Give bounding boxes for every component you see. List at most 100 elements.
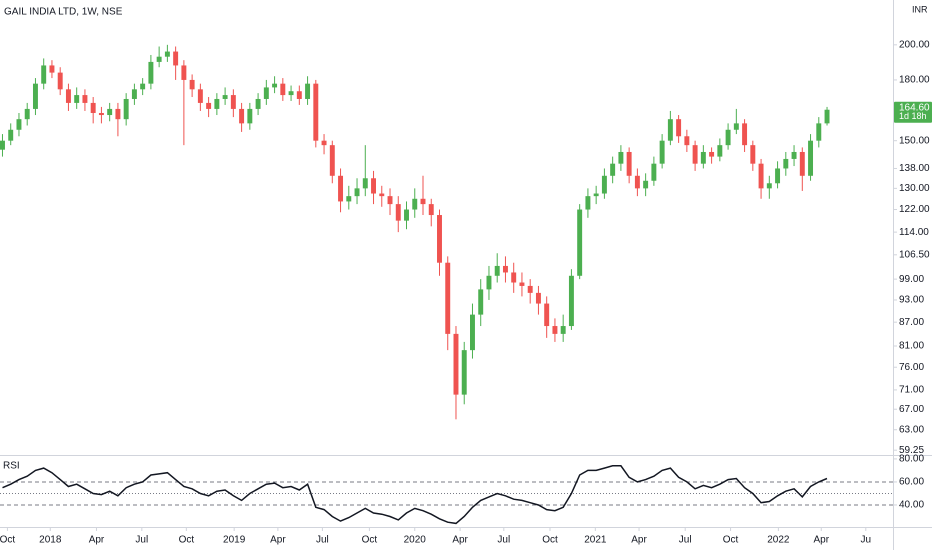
- candle-body: [329, 145, 335, 176]
- candle-body: [626, 151, 632, 176]
- candle-body: [49, 65, 55, 73]
- y-tick-label: 59.25: [899, 445, 924, 456]
- candle-body: [65, 89, 71, 103]
- candle-body: [775, 168, 781, 184]
- last-price-box: [894, 101, 932, 123]
- candle-body: [618, 151, 624, 164]
- candle-body: [346, 196, 352, 202]
- y-tick-label: 71.00: [899, 385, 924, 396]
- candle-body: [478, 289, 484, 315]
- y-tick-label: 114.00: [899, 227, 929, 238]
- candle-body: [32, 83, 38, 109]
- candle-body: [437, 215, 442, 263]
- candle-body: [560, 326, 566, 334]
- candle-body: [379, 193, 385, 197]
- x-tick-label: Apr: [631, 535, 647, 546]
- candle-body: [568, 275, 574, 327]
- candle-body: [230, 95, 236, 109]
- countdown: 1d 18h: [899, 111, 927, 121]
- y-tick-label: 67.00: [899, 404, 924, 415]
- candle-body: [321, 140, 327, 146]
- y-tick-label: 99.00: [899, 274, 924, 285]
- rsi-y-tick-label: 60.00: [899, 477, 924, 488]
- candle-body: [181, 65, 187, 80]
- candle-body: [692, 145, 698, 164]
- y-tick-label: 180.00: [899, 75, 930, 86]
- candle-body: [164, 51, 170, 57]
- candle-body: [601, 175, 607, 194]
- candle-body: [156, 56, 162, 62]
- x-tick-label: 2021: [584, 535, 607, 546]
- candle-body: [676, 119, 682, 137]
- candle-body: [428, 204, 434, 216]
- x-tick-label: Oct: [179, 535, 195, 546]
- candle-body: [494, 265, 500, 276]
- candle-body: [140, 83, 146, 90]
- x-tick-label: Apr: [270, 535, 286, 546]
- candle-body: [98, 112, 104, 116]
- candle-body: [354, 188, 360, 197]
- candle-body: [593, 193, 599, 197]
- x-tick-label: 2022: [767, 535, 790, 546]
- x-tick-label: Oct: [542, 535, 558, 546]
- chart-title: GAIL INDIA LTD, 1W, NSE: [4, 7, 123, 18]
- candle-body: [0, 140, 5, 150]
- y-tick-label: 150.00: [899, 135, 930, 146]
- candle-body: [148, 61, 154, 84]
- candle-body: [255, 98, 261, 109]
- candle-body: [107, 108, 113, 116]
- candle-body: [313, 83, 319, 141]
- x-tick-label: Jul: [497, 535, 510, 546]
- candle-body: [511, 272, 517, 283]
- y-tick-label: 81.00: [899, 341, 924, 352]
- candle-body: [659, 140, 665, 164]
- candle-body: [742, 123, 748, 146]
- candle-body: [338, 175, 344, 202]
- candle-body: [74, 95, 80, 103]
- candle-body: [288, 91, 294, 96]
- candle-body: [750, 145, 756, 164]
- x-tick-label: 2018: [39, 535, 62, 546]
- candle-body: [643, 180, 649, 189]
- rsi-label: RSI: [3, 461, 20, 472]
- candle-body: [8, 129, 14, 141]
- candle-body: [585, 196, 591, 210]
- candle-body: [239, 108, 245, 124]
- candle-body: [123, 98, 129, 120]
- y-tick-label: 93.00: [899, 295, 924, 306]
- currency-label: INR: [912, 4, 928, 14]
- y-tick-label: 87.00: [899, 317, 924, 328]
- candle-body: [82, 95, 88, 103]
- y-tick-label: 106.50: [899, 249, 930, 260]
- candle-body: [709, 151, 715, 157]
- candle-body: [808, 140, 814, 176]
- x-tick-label: Apr: [89, 535, 105, 546]
- candle-body: [305, 83, 311, 99]
- candle-body: [173, 51, 179, 66]
- candle-body: [667, 119, 673, 141]
- candle-body: [247, 108, 253, 124]
- candle-body: [527, 285, 533, 293]
- candle-body: [733, 123, 739, 130]
- candle-body: [535, 292, 541, 304]
- candle-body: [486, 275, 492, 290]
- x-tick-label: Jul: [135, 535, 148, 546]
- candle-body: [90, 102, 96, 113]
- candle-body: [552, 326, 558, 334]
- candle-body: [57, 72, 63, 90]
- candle-body: [717, 145, 723, 157]
- x-tick-label: Oct: [0, 535, 15, 546]
- x-tick-label: Apr: [813, 535, 829, 546]
- candles: [0, 44, 830, 420]
- candle-body: [610, 163, 616, 176]
- candle-body: [404, 209, 409, 221]
- candle-body: [280, 83, 286, 96]
- x-tick-label: Jul: [316, 535, 329, 546]
- candle-body: [544, 303, 550, 327]
- candle-body: [791, 151, 797, 159]
- candle-body: [272, 83, 278, 88]
- candle-body: [24, 108, 30, 120]
- x-tick-label: Jul: [679, 535, 692, 546]
